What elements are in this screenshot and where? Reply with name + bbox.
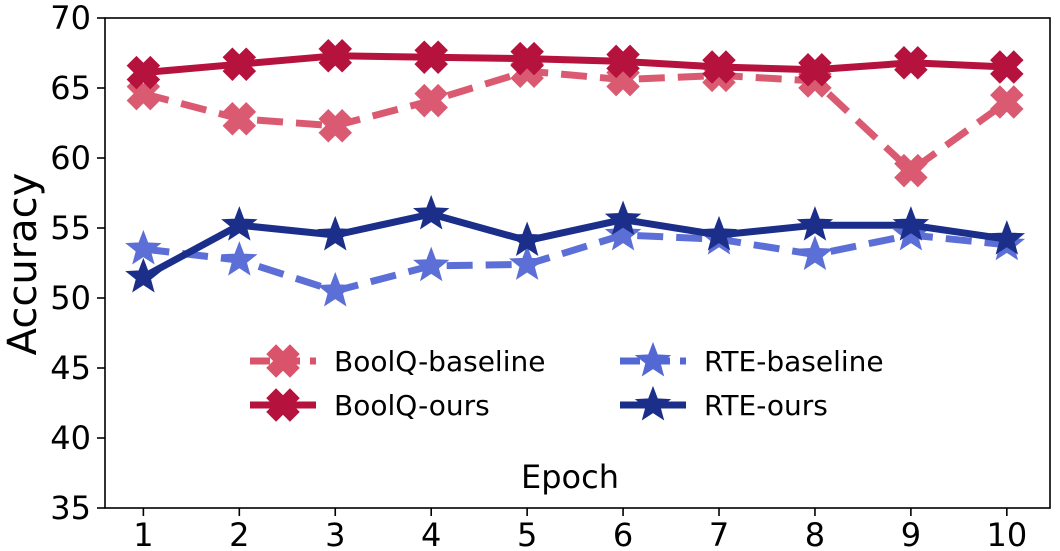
- legend-label: BoolQ-ours: [334, 389, 490, 422]
- data-point: [318, 109, 353, 143]
- data-point: [990, 85, 1024, 119]
- x-tick-label: 10: [986, 516, 1027, 551]
- data-point: [317, 215, 354, 251]
- legend-label: RTE-ours: [704, 389, 828, 422]
- legend-entry: BoolQ-ours: [250, 388, 490, 422]
- plot-frame: [104, 17, 1051, 509]
- data-point: [413, 194, 450, 230]
- data-point: [894, 46, 928, 80]
- data-point: [414, 40, 448, 74]
- series-line: [142, 67, 1009, 175]
- data-point: [318, 39, 353, 73]
- x-tick-label: 5: [517, 516, 537, 551]
- data-point: [125, 257, 162, 293]
- data-point: [221, 206, 258, 241]
- series-line: [143, 52, 1007, 77]
- y-tick-label: 70: [50, 0, 91, 37]
- x-tick-label: 8: [805, 516, 825, 551]
- legend: BoolQ-baseline BoolQ-ours RTE-baseline RTE-…: [250, 341, 884, 422]
- data-point: [317, 271, 354, 307]
- y-tick-label: 45: [50, 349, 91, 387]
- series-rte-ours: [125, 194, 1026, 293]
- series-line: [142, 231, 1008, 295]
- data-point: [222, 102, 257, 136]
- x-tick-label: 9: [901, 516, 921, 551]
- series-boolq-baseline: [126, 54, 1024, 188]
- data-point: [700, 215, 738, 251]
- data-point: [796, 235, 834, 271]
- data-point: [222, 47, 257, 81]
- x-tick-label: 1: [133, 516, 153, 551]
- y-axis-title: Accuracy: [0, 173, 46, 356]
- y-axis-ticks: 35 40 45 50 55 60 65 70: [50, 0, 105, 527]
- x-axis-title: Epoch: [521, 458, 619, 496]
- legend-entry: RTE-baseline: [620, 341, 884, 378]
- data-point: [894, 153, 928, 188]
- x-tick-label: 4: [421, 516, 441, 551]
- data-point: [125, 229, 162, 265]
- x-tick-label: 2: [229, 516, 249, 551]
- series-layer: [125, 39, 1026, 307]
- y-tick-label: 40: [50, 419, 91, 457]
- data-point: [606, 44, 640, 79]
- data-point: [604, 215, 642, 251]
- legend-marker: [266, 388, 300, 422]
- data-point: [988, 220, 1026, 255]
- series-line: [141, 210, 1008, 281]
- data-point: [892, 206, 930, 241]
- data-point: [414, 83, 448, 118]
- legend-marker: [266, 344, 300, 378]
- data-point: [510, 41, 544, 76]
- data-point: [702, 50, 736, 84]
- y-tick-label: 50: [50, 279, 91, 317]
- x-tick-label: 3: [325, 516, 345, 551]
- legend-entry: BoolQ-baseline: [250, 344, 545, 378]
- data-point: [508, 245, 546, 280]
- legend-label: BoolQ-baseline: [334, 345, 545, 378]
- data-point: [126, 55, 161, 90]
- data-point: [221, 241, 258, 276]
- y-tick-label: 65: [50, 69, 91, 107]
- data-point: [604, 200, 642, 236]
- legend-marker: [634, 385, 672, 421]
- y-tick-label: 35: [50, 489, 91, 527]
- data-point: [413, 246, 450, 282]
- y-tick-label: 55: [50, 209, 91, 247]
- y-tick-label: 60: [50, 139, 91, 177]
- x-tick-label: 6: [613, 516, 633, 551]
- legend-label: RTE-baseline: [704, 345, 884, 378]
- x-tick-label: 7: [709, 516, 729, 551]
- legend-entry: RTE-ours: [620, 385, 828, 422]
- data-point: [990, 50, 1024, 84]
- data-point: [798, 53, 832, 87]
- data-point: [508, 221, 546, 257]
- legend-marker: [634, 341, 672, 377]
- x-axis-ticks: 1 2 3 4 5 6 7 8 9 10: [133, 508, 1027, 551]
- series-boolq-ours: [126, 39, 1024, 90]
- data-point: [796, 206, 834, 241]
